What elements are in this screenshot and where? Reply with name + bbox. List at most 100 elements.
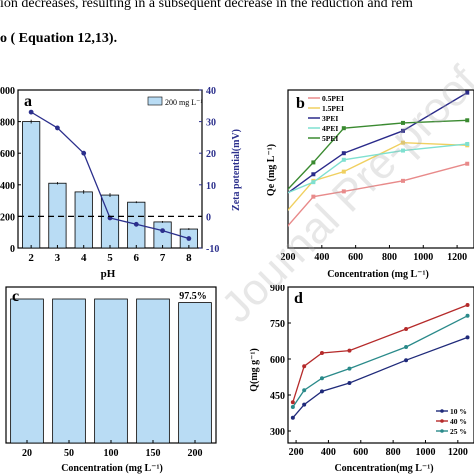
x-tick-label: 400: [314, 252, 329, 263]
series-point: [283, 228, 287, 232]
y-tick-label: 600: [270, 355, 285, 366]
series-point: [341, 189, 346, 194]
panel-label-b: b: [296, 95, 305, 112]
y-axis-label: Q(mg g⁻¹): [249, 348, 260, 392]
x-tick-label: 1200: [447, 252, 467, 263]
x-tick-label: 7: [160, 252, 166, 264]
series-point: [465, 118, 470, 123]
zeta-point: [186, 236, 192, 241]
x-axis-label: Concentration (mg L⁻¹): [327, 269, 429, 280]
x-tick-label: 50: [64, 448, 74, 459]
series-point: [400, 120, 405, 125]
series-point: [404, 358, 409, 363]
series-point: [319, 389, 324, 394]
series-point: [302, 364, 307, 369]
series-point: [283, 192, 287, 196]
x-tick-label: 1000: [415, 447, 435, 458]
x-tick-label: 600: [348, 252, 363, 263]
bar: [22, 121, 41, 249]
legend-label: 1.5PEI: [322, 104, 344, 113]
legend-label: 40 %: [450, 417, 467, 426]
x-tick-label: 1000: [413, 252, 433, 263]
series-point: [400, 128, 405, 133]
series-point: [311, 180, 316, 185]
series-point: [400, 140, 405, 145]
y-tick-label: 400: [0, 181, 15, 192]
bar: [136, 298, 170, 444]
legend-swatch: [147, 96, 163, 106]
series-point: [290, 415, 295, 420]
y-axis-label: Qe (mg L⁻¹): [266, 144, 277, 196]
series-point: [400, 178, 405, 183]
x-axis-label: Concentration (mg L⁻¹): [61, 463, 163, 474]
equation-reference: o ( Equation 12,13).: [0, 31, 118, 46]
series-line: [292, 315, 468, 408]
series-point: [290, 405, 295, 409]
series-point: [341, 126, 346, 131]
zeta-point: [55, 125, 60, 131]
series-point: [302, 402, 307, 407]
y-tick-label: 200: [0, 212, 15, 223]
chart-panel-a: 0 200 400 600 800 1000 -10 0 10 20 30 40 2 3 4 5 6 7 8 a…: [0, 86, 242, 280]
legend-marker: [440, 419, 444, 423]
chart-panel-c: 20 50 100 150 200 c 97.5% Concentration (mg …: [5, 286, 217, 474]
y-tick-label: 800: [0, 118, 15, 129]
series-point: [400, 148, 405, 153]
series-point: [465, 313, 470, 318]
series-point: [302, 388, 307, 393]
series-point: [465, 303, 470, 307]
series-line: [292, 304, 468, 403]
x-tick-label: 200: [289, 447, 304, 458]
y-tick-label-right: 20: [206, 149, 216, 160]
chart-panel-b: 200 400 600 800 1000 1200 b 0.5PEI1.5PEI3PEI4…: [266, 89, 474, 280]
legend-label: 4PEI: [322, 124, 338, 133]
y-tick-label-right: 0: [206, 212, 211, 223]
series-point: [319, 376, 324, 381]
y-tick-label-right: -10: [206, 244, 219, 255]
series-line: [288, 141, 468, 211]
y-tick-label: 300: [270, 427, 285, 438]
x-tick-label: 100: [104, 448, 119, 459]
y-tick-label: 900: [270, 285, 285, 294]
zeta-point: [160, 228, 165, 234]
panel-label-d: d: [294, 290, 303, 307]
series-point: [465, 141, 470, 146]
zeta-point: [133, 221, 139, 227]
y-tick-label: 0: [10, 244, 15, 255]
series-point: [347, 381, 352, 385]
series-point: [283, 212, 287, 216]
x-tick-label: 4: [81, 252, 87, 264]
x-tick-label: 20: [22, 448, 32, 459]
series-point: [283, 191, 287, 195]
series-point: [404, 327, 409, 331]
legend-label: 5PEI: [322, 134, 338, 143]
body-text-line: ion decreases, resulting in a subsequent…: [0, 0, 413, 11]
series-point: [465, 335, 470, 340]
value-annotation: 97.5%: [179, 291, 207, 302]
series-point: [341, 151, 346, 156]
legend-label: 3PEI: [322, 114, 338, 123]
x-tick-label: 600: [353, 447, 368, 458]
chart-panel-d: 300 450 600 750 900 200 400 600 800 1000 1200 d 1…: [249, 285, 474, 474]
series-point: [311, 172, 316, 177]
x-axis-label: Concentration(mg L⁻¹): [334, 463, 433, 474]
x-tick-label: 8: [186, 252, 192, 264]
bar: [52, 298, 86, 444]
plot-frame: [287, 286, 474, 444]
legend-label: 25 %: [450, 427, 467, 436]
series-point: [319, 351, 324, 355]
series-point: [311, 194, 316, 199]
series-point: [341, 169, 346, 174]
y-tick-label-right: 40: [206, 86, 216, 97]
zeta-point: [28, 109, 34, 115]
plot-frame: [287, 89, 474, 249]
x-tick-label: 800: [386, 447, 401, 458]
legend-label: 10 %: [450, 407, 467, 416]
bar: [10, 298, 44, 444]
x-tick-label: 3: [55, 252, 61, 264]
series-point: [290, 400, 295, 405]
series-line: [288, 143, 468, 194]
x-tick-label: 1200: [448, 447, 468, 458]
x-tick-label: 5: [107, 252, 113, 264]
y-tick-label: 600: [0, 149, 15, 160]
